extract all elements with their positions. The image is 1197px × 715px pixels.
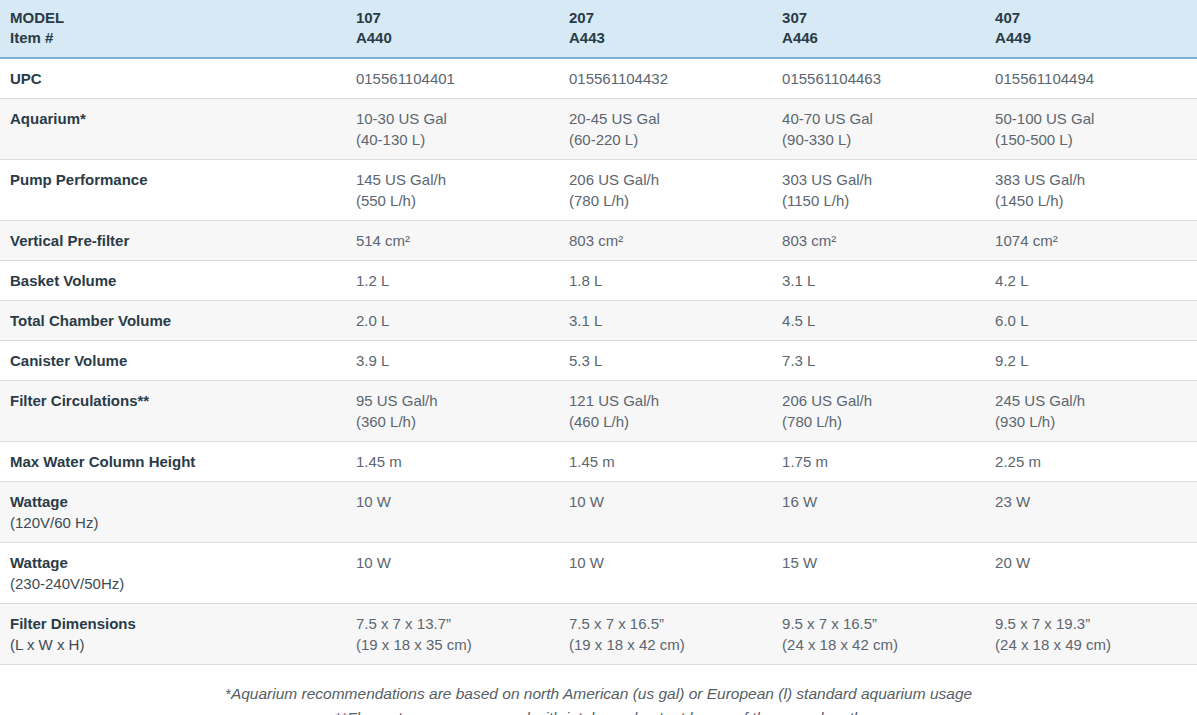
- row-label: Wattage: [10, 491, 332, 512]
- cell-value: 803 cm²: [772, 221, 985, 261]
- cell-value: 10 W: [346, 543, 559, 604]
- table-row-vertical-pre-filter: Vertical Pre-filter 514 cm² 803 cm² 803 …: [0, 221, 1197, 261]
- cell-value: 015561104401: [346, 58, 559, 99]
- header-item-label: Item #: [10, 28, 332, 48]
- table-row-filter-circulations: Filter Circulations** 95 US Gal/h (360 L…: [0, 381, 1197, 442]
- cell-value: 23 W: [985, 482, 1197, 543]
- footnote-flow-rates: **Flow rates were measured with intake a…: [0, 706, 1197, 715]
- row-sublabel: (120V/60 Hz): [10, 512, 332, 533]
- cell-value: 015561104463: [772, 58, 985, 99]
- table-row-upc: UPC 015561104401 015561104432 0155611044…: [0, 58, 1197, 99]
- cell-value: 2.0 L: [346, 301, 559, 341]
- row-label: Total Chamber Volume: [10, 310, 332, 331]
- column-item: A440: [356, 28, 545, 48]
- cell-value: 95 US Gal/h (360 L/h): [346, 381, 559, 442]
- cell-value: 1.45 m: [346, 442, 559, 482]
- table-row-canister-volume: Canister Volume 3.9 L 5.3 L 7.3 L 9.2 L: [0, 341, 1197, 381]
- row-label: Wattage: [10, 552, 332, 573]
- column-header-407: 407 A449: [985, 0, 1197, 58]
- cell-value: 145 US Gal/h (550 L/h): [346, 160, 559, 221]
- row-label: Aquarium*: [10, 108, 332, 129]
- cell-value: 121 US Gal/h (460 L/h): [559, 381, 772, 442]
- column-model: 407: [995, 8, 1183, 28]
- column-header-207: 207 A443: [559, 0, 772, 58]
- column-item: A446: [782, 28, 971, 48]
- cell-value: 10-30 US Gal (40-130 L): [346, 99, 559, 160]
- cell-value: 206 US Gal/h (780 L/h): [559, 160, 772, 221]
- row-label: Filter Circulations**: [10, 390, 332, 411]
- cell-value: 7.5 x 7 x 13.7” (19 x 18 x 35 cm): [346, 604, 559, 665]
- product-spec-table: MODEL Item # 107 A440 207 A443 307 A446 …: [0, 0, 1197, 665]
- cell-value: 1.75 m: [772, 442, 985, 482]
- column-model: 107: [356, 8, 545, 28]
- cell-value: 1.2 L: [346, 261, 559, 301]
- column-header-307: 307 A446: [772, 0, 985, 58]
- cell-value: 206 US Gal/h (780 L/h): [772, 381, 985, 442]
- spec-page: MODEL Item # 107 A440 207 A443 307 A446 …: [0, 0, 1197, 715]
- cell-value: 10 W: [559, 543, 772, 604]
- cell-value: 1074 cm²: [985, 221, 1197, 261]
- column-model: 207: [569, 8, 758, 28]
- cell-value: 245 US Gal/h (930 L/h): [985, 381, 1197, 442]
- row-sublabel: (L x W x H): [10, 634, 332, 655]
- cell-value: 5.3 L: [559, 341, 772, 381]
- column-header-107: 107 A440: [346, 0, 559, 58]
- cell-value: 20 W: [985, 543, 1197, 604]
- cell-value: 7.5 x 7 x 16.5” (19 x 18 x 42 cm): [559, 604, 772, 665]
- cell-value: 10 W: [559, 482, 772, 543]
- cell-value: 803 cm²: [559, 221, 772, 261]
- cell-value: 1.45 m: [559, 442, 772, 482]
- table-header-row: MODEL Item # 107 A440 207 A443 307 A446 …: [0, 0, 1197, 58]
- row-label: UPC: [10, 68, 332, 89]
- table-row-pump-performance: Pump Performance 145 US Gal/h (550 L/h) …: [0, 160, 1197, 221]
- cell-value: 7.3 L: [772, 341, 985, 381]
- row-label: Vertical Pre-filter: [10, 230, 332, 251]
- table-row-basket-volume: Basket Volume 1.2 L 1.8 L 3.1 L 4.2 L: [0, 261, 1197, 301]
- cell-value: 6.0 L: [985, 301, 1197, 341]
- cell-value: 20-45 US Gal (60-220 L): [559, 99, 772, 160]
- cell-value: 9.5 x 7 x 16.5” (24 x 18 x 42 cm): [772, 604, 985, 665]
- row-label: Pump Performance: [10, 169, 332, 190]
- table-row-filter-dimensions: Filter Dimensions(L x W x H) 7.5 x 7 x 1…: [0, 604, 1197, 665]
- cell-value: 3.1 L: [772, 261, 985, 301]
- cell-value: 514 cm²: [346, 221, 559, 261]
- table-row-total-chamber-volume: Total Chamber Volume 2.0 L 3.1 L 4.5 L 6…: [0, 301, 1197, 341]
- table-row-wattage-230v: Wattage(230-240V/50Hz) 10 W 10 W 15 W 20…: [0, 543, 1197, 604]
- table-row-aquarium: Aquarium* 10-30 US Gal (40-130 L) 20-45 …: [0, 99, 1197, 160]
- table-row-max-water-column-height: Max Water Column Height 1.45 m 1.45 m 1.…: [0, 442, 1197, 482]
- cell-value: 40-70 US Gal (90-330 L): [772, 99, 985, 160]
- cell-value: 9.2 L: [985, 341, 1197, 381]
- table-row-wattage-120v: Wattage(120V/60 Hz) 10 W 10 W 16 W 23 W: [0, 482, 1197, 543]
- cell-value: 383 US Gal/h (1450 L/h): [985, 160, 1197, 221]
- cell-value: 2.25 m: [985, 442, 1197, 482]
- cell-value: 3.9 L: [346, 341, 559, 381]
- column-model: 307: [782, 8, 971, 28]
- cell-value: 9.5 x 7 x 19.3” (24 x 18 x 49 cm): [985, 604, 1197, 665]
- column-item: A443: [569, 28, 758, 48]
- cell-value: 3.1 L: [559, 301, 772, 341]
- row-label: Max Water Column Height: [10, 451, 332, 472]
- row-label: Filter Dimensions: [10, 613, 332, 634]
- cell-value: 16 W: [772, 482, 985, 543]
- cell-value: 4.5 L: [772, 301, 985, 341]
- cell-value: 015561104494: [985, 58, 1197, 99]
- row-label: Canister Volume: [10, 350, 332, 371]
- cell-value: 015561104432: [559, 58, 772, 99]
- cell-value: 303 US Gal/h (1150 L/h): [772, 160, 985, 221]
- header-model-label: MODEL: [10, 8, 332, 28]
- row-label: Basket Volume: [10, 270, 332, 291]
- cell-value: 50-100 US Gal (150-500 L): [985, 99, 1197, 160]
- cell-value: 15 W: [772, 543, 985, 604]
- header-model-item: MODEL Item #: [0, 0, 346, 58]
- footnote-aquarium: *Aquarium recommendations are based on n…: [0, 682, 1197, 706]
- footnotes: *Aquarium recommendations are based on n…: [0, 682, 1197, 715]
- cell-value: 4.2 L: [985, 261, 1197, 301]
- cell-value: 1.8 L: [559, 261, 772, 301]
- cell-value: 10 W: [346, 482, 559, 543]
- row-sublabel: (230-240V/50Hz): [10, 573, 332, 594]
- column-item: A449: [995, 28, 1183, 48]
